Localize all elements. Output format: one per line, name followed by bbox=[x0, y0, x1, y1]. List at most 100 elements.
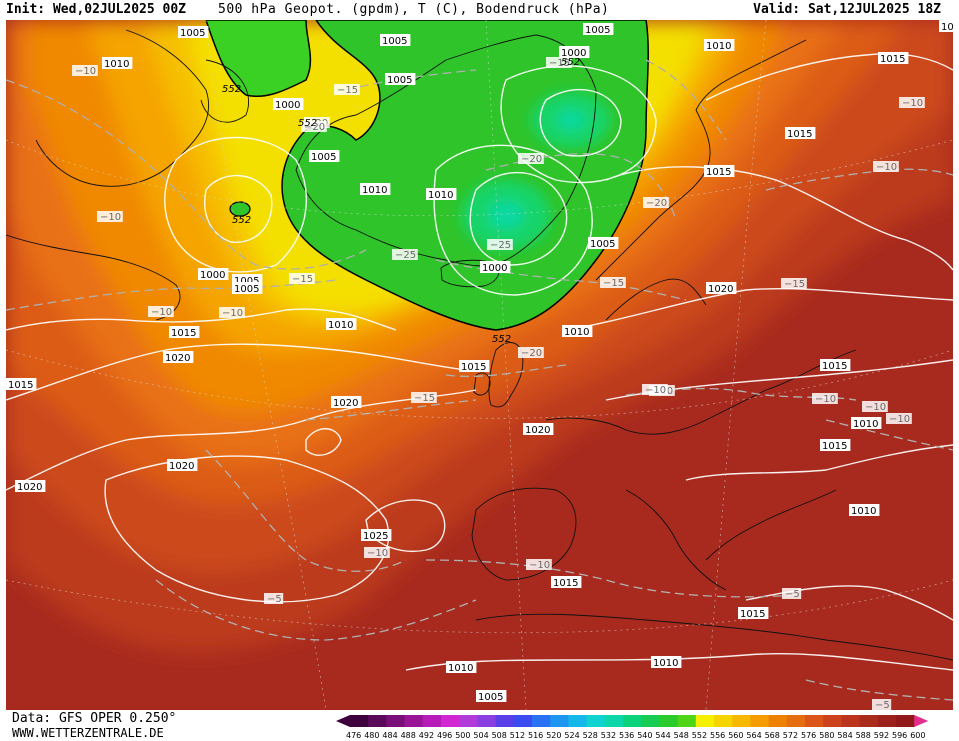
svg-text:1005: 1005 bbox=[311, 152, 336, 163]
legend-label: 580 bbox=[819, 731, 834, 740]
temperature-label: −10 bbox=[886, 413, 912, 425]
svg-text:1015: 1015 bbox=[740, 609, 765, 620]
svg-text:−20: −20 bbox=[521, 348, 542, 359]
svg-text:1015: 1015 bbox=[787, 129, 812, 140]
pressure-label: 1005 bbox=[583, 23, 614, 36]
svg-text:−15: −15 bbox=[549, 58, 570, 69]
pressure-label: 1015 bbox=[785, 127, 816, 140]
svg-text:1020: 1020 bbox=[708, 284, 733, 295]
svg-text:1010: 1010 bbox=[428, 190, 453, 201]
svg-text:−20: −20 bbox=[646, 198, 667, 209]
svg-text:−15: −15 bbox=[337, 85, 358, 96]
temperature-label: −10 bbox=[148, 306, 174, 318]
svg-text:−5: −5 bbox=[267, 594, 282, 605]
svg-text:1015: 1015 bbox=[553, 578, 578, 589]
temperature-label: −20 bbox=[301, 121, 327, 133]
svg-text:1010: 1010 bbox=[448, 663, 473, 674]
svg-text:1010: 1010 bbox=[851, 506, 876, 517]
legend-swatch bbox=[695, 715, 715, 727]
pressure-label: 1005 bbox=[476, 690, 507, 703]
legend-label: 552 bbox=[692, 731, 707, 740]
temperature-label: −10 bbox=[526, 559, 552, 571]
legend-swatch bbox=[750, 715, 770, 727]
legend-swatch bbox=[877, 715, 897, 727]
legend-label: 568 bbox=[765, 731, 780, 740]
pressure-label: 1010 bbox=[851, 417, 882, 430]
geopotential-label: 552 bbox=[222, 84, 241, 95]
pressure-label: 1020 bbox=[167, 459, 198, 472]
svg-text:1020: 1020 bbox=[169, 461, 194, 472]
svg-text:1010: 1010 bbox=[328, 320, 353, 331]
svg-text:−10: −10 bbox=[876, 162, 897, 173]
temperature-label: −10 bbox=[219, 307, 245, 319]
svg-text:1015: 1015 bbox=[880, 54, 905, 65]
temperature-label: −20 bbox=[518, 347, 544, 359]
temperature-label: −25 bbox=[392, 249, 418, 261]
pressure-label: 1010 bbox=[326, 318, 357, 331]
trough-cores bbox=[461, 92, 611, 250]
legend-label: 556 bbox=[710, 731, 725, 740]
svg-text:−10: −10 bbox=[815, 394, 836, 405]
legend-swatch bbox=[786, 715, 806, 727]
legend-label: 540 bbox=[637, 731, 652, 740]
svg-text:1005: 1005 bbox=[382, 36, 407, 47]
temperature-label: −20 bbox=[518, 153, 544, 165]
temperature-label: −15 bbox=[411, 392, 437, 404]
legend-swatch bbox=[659, 715, 679, 727]
svg-text:−10: −10 bbox=[222, 308, 243, 319]
svg-text:−20: −20 bbox=[304, 122, 325, 133]
legend-label: 588 bbox=[856, 731, 871, 740]
pressure-label: 1010 bbox=[102, 57, 133, 70]
legend-swatch bbox=[441, 715, 460, 727]
data-source: Data: GFS OPER 0.250° bbox=[12, 711, 177, 726]
legend-label: 520 bbox=[546, 731, 561, 740]
svg-text:1025: 1025 bbox=[363, 531, 388, 542]
svg-text:1020: 1020 bbox=[525, 425, 550, 436]
svg-text:1015: 1015 bbox=[822, 361, 847, 372]
svg-text:1005: 1005 bbox=[478, 692, 503, 703]
legend-swatch bbox=[896, 715, 915, 727]
pressure-label: 1010 bbox=[704, 39, 735, 52]
svg-text:1005: 1005 bbox=[234, 284, 259, 295]
svg-text:−10: −10 bbox=[902, 98, 923, 109]
legend-label: 528 bbox=[583, 731, 598, 740]
svg-text:−15: −15 bbox=[603, 278, 624, 289]
svg-text:1005: 1005 bbox=[387, 75, 412, 86]
legend-label: 512 bbox=[510, 731, 525, 740]
svg-text:1015: 1015 bbox=[706, 167, 731, 178]
pressure-label: 1010 bbox=[446, 661, 477, 674]
init-time: Init: Wed,02JUL2025 00Z bbox=[6, 2, 187, 17]
legend-label: 532 bbox=[601, 731, 616, 740]
pressure-label: 1020 bbox=[15, 480, 46, 493]
svg-text:1005: 1005 bbox=[180, 28, 205, 39]
pressure-label: 1005 bbox=[385, 73, 416, 86]
svg-text:−10: −10 bbox=[75, 66, 96, 77]
legend-label: 488 bbox=[401, 731, 416, 740]
pressure-label: 1020 bbox=[163, 351, 194, 364]
pressure-label: 1010 bbox=[426, 188, 457, 201]
pressure-label: 1015 bbox=[878, 52, 909, 65]
svg-text:−25: −25 bbox=[395, 250, 416, 261]
svg-text:−5: −5 bbox=[785, 589, 800, 600]
pressure-label: 1010 bbox=[849, 504, 880, 517]
temperature-label: −10 bbox=[899, 97, 925, 109]
svg-text:1000: 1000 bbox=[561, 48, 586, 59]
geopotential-label: 552 bbox=[492, 334, 511, 345]
pressure-label: 1010 bbox=[651, 656, 682, 669]
svg-text:−15: −15 bbox=[292, 274, 313, 285]
svg-text:1020: 1020 bbox=[165, 353, 190, 364]
geopotential-label: 552 bbox=[232, 215, 251, 226]
legend-label: 476 bbox=[346, 731, 361, 740]
legend-label: 576 bbox=[801, 731, 816, 740]
legend-swatch bbox=[422, 715, 442, 727]
svg-text:1010: 1010 bbox=[853, 419, 878, 430]
svg-text:1015: 1015 bbox=[461, 362, 486, 373]
svg-text:1015: 1015 bbox=[8, 380, 33, 391]
pressure-label: 1015 bbox=[551, 576, 582, 589]
legend-swatch bbox=[805, 715, 824, 727]
legend-label: 524 bbox=[564, 731, 579, 740]
temperature-label: −20 bbox=[643, 197, 669, 209]
legend-swatch bbox=[386, 715, 406, 727]
temperature-label: −15 bbox=[289, 273, 315, 285]
